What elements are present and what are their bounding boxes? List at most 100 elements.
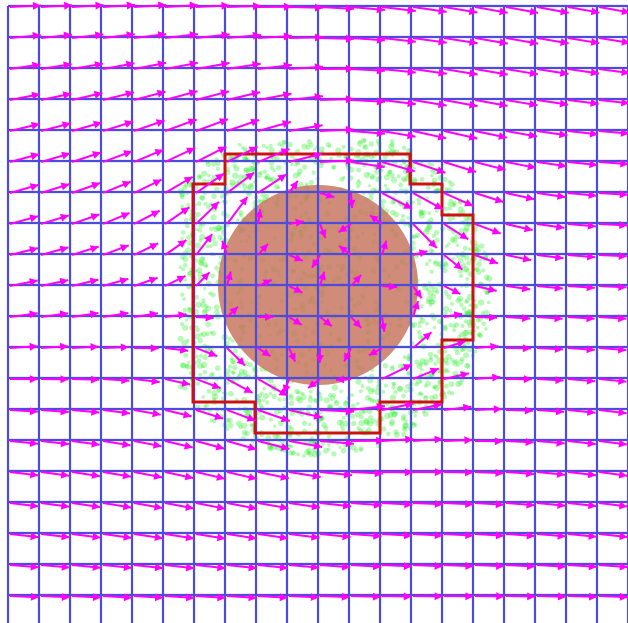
velocity-arrow <box>257 173 287 194</box>
particle <box>179 192 185 198</box>
particle <box>241 429 248 436</box>
particle <box>416 363 423 370</box>
particle <box>404 163 409 169</box>
velocity-arrow <box>257 593 288 602</box>
velocity-arrow <box>443 192 474 207</box>
velocity-arrow <box>474 468 504 477</box>
particle <box>357 139 362 145</box>
velocity-arrow <box>164 409 192 419</box>
velocity-arrow <box>381 67 416 76</box>
particle <box>343 400 349 405</box>
velocity-arrow <box>443 592 474 601</box>
particle <box>475 317 481 323</box>
particle <box>301 392 305 396</box>
particle <box>419 317 426 324</box>
velocity-arrow <box>102 471 132 480</box>
particle <box>419 304 424 309</box>
particle <box>237 142 242 147</box>
particle <box>367 172 371 176</box>
velocity-arrow <box>40 342 69 351</box>
particle <box>443 383 449 389</box>
velocity-arrow <box>443 254 464 271</box>
particle <box>455 297 462 304</box>
velocity-arrow <box>536 99 569 108</box>
velocity-arrow <box>102 440 131 449</box>
particle <box>391 411 398 418</box>
particle <box>416 201 421 206</box>
particle <box>242 369 248 375</box>
particle <box>353 448 359 453</box>
particle <box>204 403 209 408</box>
particle <box>442 325 448 332</box>
velocity-arrow <box>226 440 257 451</box>
particle <box>231 371 236 375</box>
particle <box>447 217 453 222</box>
particle <box>211 174 217 180</box>
velocity-arrow <box>164 378 191 387</box>
velocity-arrow <box>505 37 539 47</box>
particle <box>426 295 433 303</box>
particle <box>180 362 187 369</box>
particle <box>244 409 250 415</box>
particle <box>372 399 377 404</box>
velocity-arrow <box>133 377 160 386</box>
particle <box>443 262 449 268</box>
velocity-arrow <box>412 402 442 411</box>
particle <box>401 431 407 438</box>
particle <box>334 399 338 404</box>
velocity-arrow <box>443 285 461 295</box>
velocity-arrow <box>350 592 381 601</box>
velocity-arrow <box>257 32 292 41</box>
particle <box>294 388 301 395</box>
particle <box>198 223 203 229</box>
particle <box>370 388 376 393</box>
velocity-arrow <box>71 31 104 40</box>
particle <box>244 156 248 161</box>
velocity-arrow <box>133 178 163 194</box>
particle <box>428 248 434 253</box>
velocity-arrow <box>257 378 289 397</box>
velocity-arrow <box>319 95 355 104</box>
velocity-arrow <box>40 245 69 256</box>
particle <box>402 355 407 360</box>
particle <box>202 354 208 361</box>
particle <box>391 385 396 390</box>
particle <box>257 198 262 203</box>
velocity-arrow <box>40 277 69 287</box>
velocity-arrow <box>9 375 38 384</box>
particle <box>434 208 439 213</box>
velocity-arrow <box>226 2 262 11</box>
particle <box>209 330 213 335</box>
velocity-arrow <box>536 562 566 571</box>
particle <box>461 306 467 311</box>
velocity-arrow <box>71 151 102 163</box>
particle <box>363 172 370 179</box>
particle <box>328 392 333 398</box>
velocity-arrow <box>505 375 532 384</box>
particle <box>325 141 332 148</box>
particle <box>194 185 199 190</box>
particle <box>428 357 434 363</box>
particle <box>466 308 473 315</box>
particle <box>340 426 346 432</box>
velocity-arrow <box>567 221 596 230</box>
velocity-arrow <box>474 99 508 109</box>
velocity-arrow <box>71 61 104 70</box>
velocity-arrow <box>133 593 164 602</box>
velocity-arrow <box>255 209 263 225</box>
velocity-arrow <box>40 532 70 541</box>
particle <box>199 354 203 358</box>
particle <box>401 393 406 399</box>
velocity-arrow <box>319 562 351 571</box>
particle <box>402 178 407 183</box>
velocity-arrow <box>536 283 563 292</box>
particle <box>213 304 220 311</box>
velocity-arrow <box>474 192 504 204</box>
particle <box>323 425 329 431</box>
velocity-arrow <box>226 61 261 70</box>
particle <box>466 260 472 266</box>
velocity-arrow <box>505 68 539 77</box>
velocity-arrow <box>226 306 239 318</box>
particle <box>458 332 464 337</box>
particle <box>360 384 365 388</box>
